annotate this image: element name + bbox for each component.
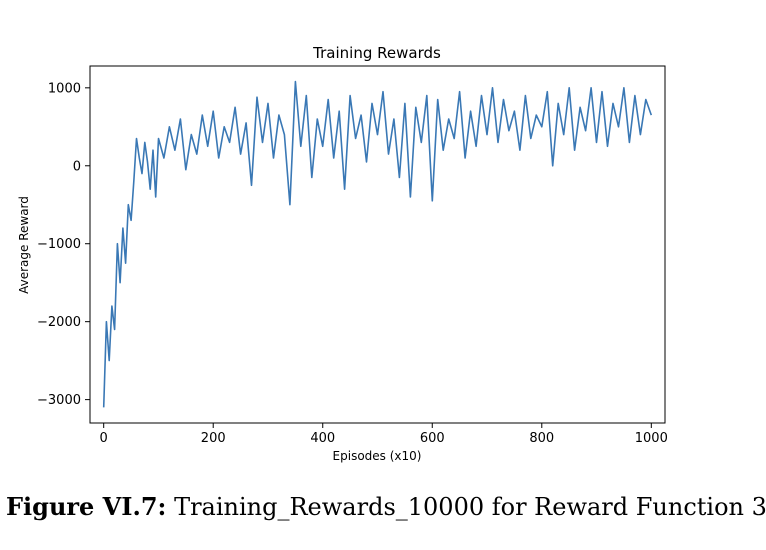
x-tick-label: 200 (201, 431, 226, 446)
x-tick-label: 800 (529, 431, 554, 446)
x-tick-label: 0 (100, 431, 108, 446)
y-tick-label: −2000 (37, 315, 81, 330)
x-axis: 0 200 400 600 800 1000 (100, 423, 668, 446)
figure-caption: Figure VI.7: Training_Rewards_10000 for … (6, 492, 766, 521)
y-tick-label: 1000 (48, 81, 81, 96)
y-tick-label: 0 (73, 159, 81, 174)
y-axis: −3000 −2000 −1000 0 1000 (37, 81, 90, 408)
y-tick-label: −1000 (37, 237, 81, 252)
line-chart: Training Rewards 0 200 400 600 800 1000 −3000… (17, 44, 668, 463)
chart-title: Training Rewards (312, 44, 441, 62)
caption-label: Figure VI.7: (6, 492, 167, 521)
x-tick-label: 400 (310, 431, 335, 446)
x-tick-label: 600 (420, 431, 445, 446)
plot-area-frame (89, 65, 666, 424)
series-line (102, 80, 653, 408)
y-tick-label: −3000 (37, 393, 81, 408)
x-axis-label: Episodes (x10) (333, 449, 422, 463)
caption-text: Training_Rewards_10000 for Reward Functi… (174, 493, 766, 521)
x-tick-label: 1000 (635, 431, 668, 446)
y-axis-label: Average Reward (17, 196, 31, 294)
